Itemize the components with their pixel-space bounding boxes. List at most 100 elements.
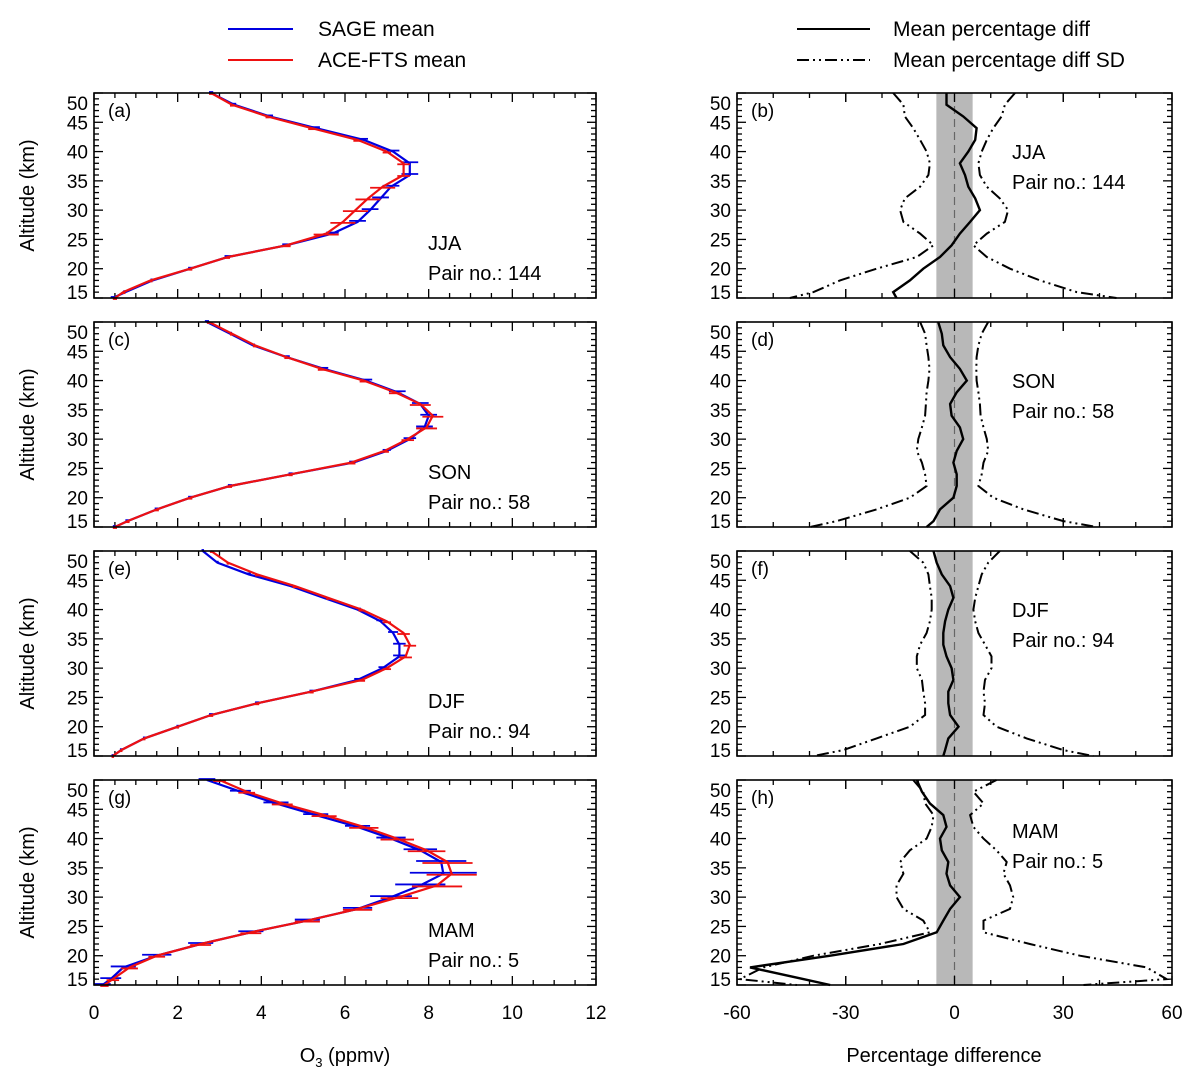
y-tick-label: 30 [710, 201, 731, 222]
y-tick-label: 40 [67, 601, 88, 622]
y-tick-label: 40 [67, 830, 88, 851]
plot-frame [93, 550, 597, 757]
plot-frame [736, 779, 1173, 986]
season-label: MAM [428, 920, 475, 942]
y-tick-label: 25 [67, 917, 88, 938]
sd-line-lower [789, 92, 936, 299]
panel-label: (d) [751, 330, 774, 351]
plot-frame [93, 779, 597, 986]
season-label: SON [1012, 371, 1055, 393]
ace-mean-line [103, 778, 454, 986]
y-tick-label: 30 [67, 430, 88, 451]
y-tick-label: 20 [67, 947, 88, 968]
x-tick-label: 60 [1161, 1003, 1182, 1024]
y-tick-label: 20 [710, 718, 731, 739]
y-axis-title: Altitude (km) [17, 597, 39, 709]
y-tick-label: 20 [710, 260, 731, 281]
y-tick-label: 15 [67, 741, 88, 762]
y-tick-label: 35 [710, 859, 731, 880]
sd-line-upper [971, 92, 1117, 299]
y-tick-label: 35 [67, 630, 88, 651]
y-tick-label: 30 [67, 201, 88, 222]
y-tick-label: 30 [67, 888, 88, 909]
pair-count-label: Pair no.: 5 [1012, 851, 1103, 873]
sd-line-upper [968, 779, 1170, 986]
y-tick-label: 50 [710, 323, 731, 344]
y-tick-label: 40 [710, 372, 731, 393]
y-tick-label: 20 [710, 947, 731, 968]
y-tick-label: 30 [67, 659, 88, 680]
y-tick-label: 50 [710, 552, 731, 573]
y-tick-label: 50 [67, 552, 88, 573]
x-tick-label: 8 [423, 1003, 434, 1024]
plot-frame [736, 321, 1173, 528]
y-axis-title: Altitude (km) [17, 139, 39, 251]
panel-label: (a) [108, 101, 131, 122]
panel-label: (e) [108, 559, 131, 580]
y-tick-label: 45 [710, 800, 731, 821]
y-tick-label: 20 [67, 260, 88, 281]
y-tick-label: 50 [67, 94, 88, 115]
mean-diff-line [891, 93, 982, 299]
pair-count-label: Pair no.: 144 [1012, 172, 1125, 194]
x-tick-label: 30 [1053, 1003, 1074, 1024]
x-tick-label: -60 [723, 1003, 750, 1024]
y-tick-label: 25 [710, 688, 731, 709]
season-label: JJA [428, 233, 462, 255]
panel-label: (f) [751, 559, 769, 580]
y-tick-label: 35 [710, 172, 731, 193]
y-tick-label: 45 [710, 342, 731, 363]
x-axis-title-right: Percentage difference [846, 1045, 1041, 1067]
x-tick-label: 0 [949, 1003, 960, 1024]
y-tick-label: 35 [710, 401, 731, 422]
y-tick-label: 25 [710, 459, 731, 480]
sage-mean-line [112, 550, 401, 757]
x-tick-label: 2 [172, 1003, 183, 1024]
y-tick-label: 40 [710, 143, 731, 164]
panel-label: (b) [751, 101, 774, 122]
pair-count-label: Pair no.: 94 [428, 721, 530, 743]
plot-frame [93, 321, 597, 528]
y-tick-label: 35 [67, 401, 88, 422]
legend-right: Mean percentage diff Mean percentage dif… [797, 18, 1125, 72]
x-tick-label: 0 [89, 1003, 100, 1024]
ace-mean-line [114, 321, 435, 528]
y-tick-label: 25 [67, 688, 88, 709]
y-tick-label: 50 [67, 781, 88, 802]
y-tick-label: 35 [710, 630, 731, 651]
y-tick-label: 45 [67, 571, 88, 592]
legend-sd-label: Mean percentage diff SD [893, 49, 1125, 72]
y-tick-label: 40 [710, 830, 731, 851]
legend-mean-diff-label: Mean percentage diff [893, 18, 1090, 41]
y-tick-label: 15 [67, 970, 88, 991]
legend-ace-label: ACE-FTS mean [318, 49, 466, 72]
legend-sage-label: SAGE mean [318, 18, 435, 41]
y-tick-label: 30 [710, 888, 731, 909]
season-label: DJF [428, 691, 465, 713]
pair-count-label: Pair no.: 5 [428, 950, 519, 972]
panel-label: (c) [108, 330, 130, 351]
ace-mean-line [112, 550, 411, 757]
sd-line-lower [809, 321, 931, 528]
mean-diff-line [749, 779, 962, 987]
y-tick-label: 20 [710, 489, 731, 510]
panel-label: (g) [108, 788, 131, 809]
x-axis-title-left: O3 (ppmv) [300, 1045, 391, 1070]
y-tick-label: 15 [710, 283, 731, 304]
panel-label: (h) [751, 788, 774, 809]
y-tick-label: 35 [67, 859, 88, 880]
y-axis-title: Altitude (km) [17, 368, 39, 480]
y-tick-label: 45 [67, 800, 88, 821]
y-tick-label: 20 [67, 489, 88, 510]
y-tick-label: 45 [67, 342, 88, 363]
plot-frame [736, 92, 1173, 299]
pair-count-label: Pair no.: 58 [428, 492, 530, 514]
y-tick-label: 40 [67, 143, 88, 164]
plot-frame [93, 92, 597, 299]
